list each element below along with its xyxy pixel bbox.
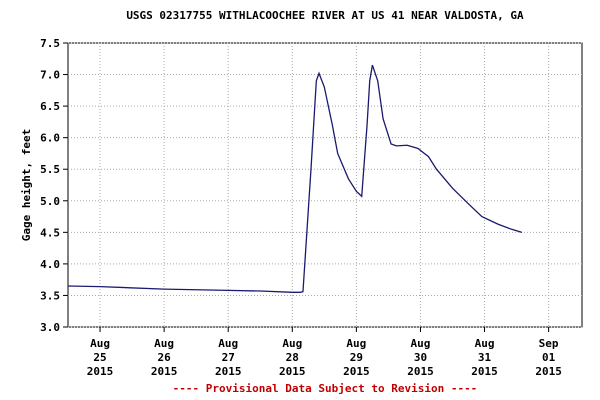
data-line [67,64,523,293]
x-tick-label: Sep 01 2015 [535,337,562,378]
x-tick-label: Aug 28 2015 [279,337,306,378]
x-tick-label: Aug 31 2015 [471,337,498,378]
y-tick-label: 3.5 [40,289,60,302]
x-tick-label: Aug 29 2015 [343,337,370,378]
y-tick-label: 5.0 [40,195,60,208]
plot-frame [67,42,583,328]
y-tick-label: 4.0 [40,258,60,271]
y-tick-label: 7.5 [40,37,60,50]
y-tick-label: 3.0 [40,321,60,334]
x-tick-label: Aug 30 2015 [407,337,434,378]
y-tick-label: 5.5 [40,163,60,176]
y-tick-label: 4.5 [40,226,60,239]
x-tick-label: Aug 25 2015 [87,337,114,378]
y-tick-label: 7.0 [40,69,60,82]
x-tick-label: Aug 26 2015 [151,337,178,378]
y-tick-label: 6.0 [40,132,60,145]
y-tick-label: 6.5 [40,100,60,113]
chart-title: USGS 02317755 WITHLACOOCHEE RIVER AT US … [126,9,524,22]
y-axis-label: Gage height, feet [20,129,33,242]
footnote: ---- Provisional Data Subject to Revisio… [173,382,478,395]
x-tick-label: Aug 27 2015 [215,337,242,378]
